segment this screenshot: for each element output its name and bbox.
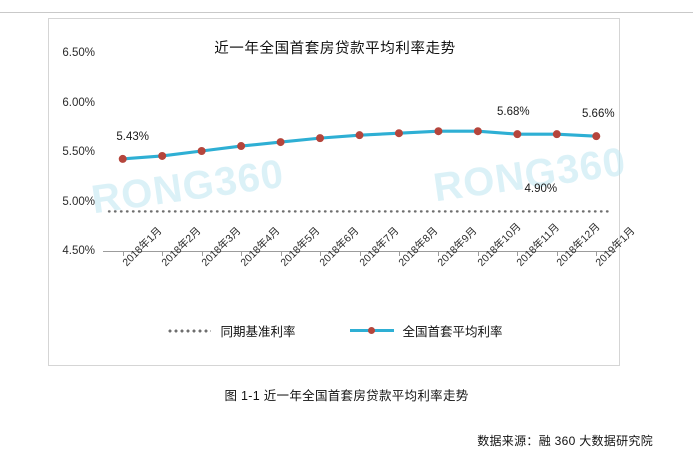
legend-item-average-rate: 全国首套平均利率 <box>349 321 503 340</box>
x-axis-tick <box>359 251 361 256</box>
data-point-marker <box>237 142 246 151</box>
legend-label-benchmark: 同期基准利率 <box>220 325 296 339</box>
legend-label-average-rate: 全国首套平均利率 <box>402 325 503 339</box>
x-axis-tick <box>596 251 598 256</box>
data-point-marker <box>316 134 325 143</box>
chart-panel: 近一年全国首套房贷款平均利率走势 RONG360 RONG360 6.50% 6.… <box>48 18 638 366</box>
y-axis-label: 6.00% <box>62 96 95 109</box>
x-axis-tick <box>320 251 322 256</box>
x-axis-tick <box>280 251 282 256</box>
data-point-marker <box>473 127 482 136</box>
series-plot <box>107 127 612 213</box>
x-axis-tick <box>517 251 519 256</box>
data-point-marker <box>513 130 522 139</box>
x-axis-tick <box>477 251 479 256</box>
legend-item-benchmark: 同期基准利率 <box>167 321 296 340</box>
average-rate-markers <box>118 127 601 163</box>
data-point-label: 5.68% <box>497 106 530 119</box>
data-point-label: 5.66% <box>581 108 615 121</box>
data-point-marker <box>158 151 167 160</box>
data-point-marker <box>434 127 443 136</box>
data-point-marker <box>592 132 601 141</box>
line-marker-icon <box>349 326 394 336</box>
plot-area: RONG360 RONG360 6.50% 6.00% 5.50% 5.00% 4.50… <box>62 47 637 269</box>
figure-caption: 图 1-1 近一年全国首套房贷款平均利率走势 <box>224 389 469 403</box>
x-axis-tick <box>162 251 164 256</box>
data-source: 数据来源：融 360 大数据研究院 <box>477 434 653 448</box>
x-axis-tick <box>398 251 400 256</box>
data-point-marker <box>552 130 561 139</box>
data-point-marker <box>355 131 364 140</box>
data-point-label: 4.90% <box>524 183 558 196</box>
data-point-label: 5.43% <box>116 130 150 143</box>
y-axis-label: 4.50% <box>62 245 95 257</box>
dotted-line-icon <box>167 328 212 333</box>
x-axis-tick <box>241 251 243 256</box>
x-axis-tick <box>438 251 440 256</box>
y-axis-label: 6.50% <box>62 47 95 59</box>
data-point-marker <box>394 129 403 138</box>
chart-legend: 同期基准利率 全国首套平均利率 <box>49 321 621 340</box>
x-axis-tick <box>556 251 558 256</box>
x-axis-tick <box>201 251 203 256</box>
x-axis-tick <box>122 251 124 256</box>
top-divider <box>0 12 693 13</box>
data-point-marker <box>197 147 206 156</box>
data-point-marker <box>118 154 127 163</box>
data-point-marker <box>276 138 285 147</box>
chart-title: 近一年全国首套房贷款平均利率走势 <box>214 41 456 57</box>
y-axis-label: 5.00% <box>62 195 95 208</box>
y-axis-label: 5.50% <box>62 146 95 158</box>
